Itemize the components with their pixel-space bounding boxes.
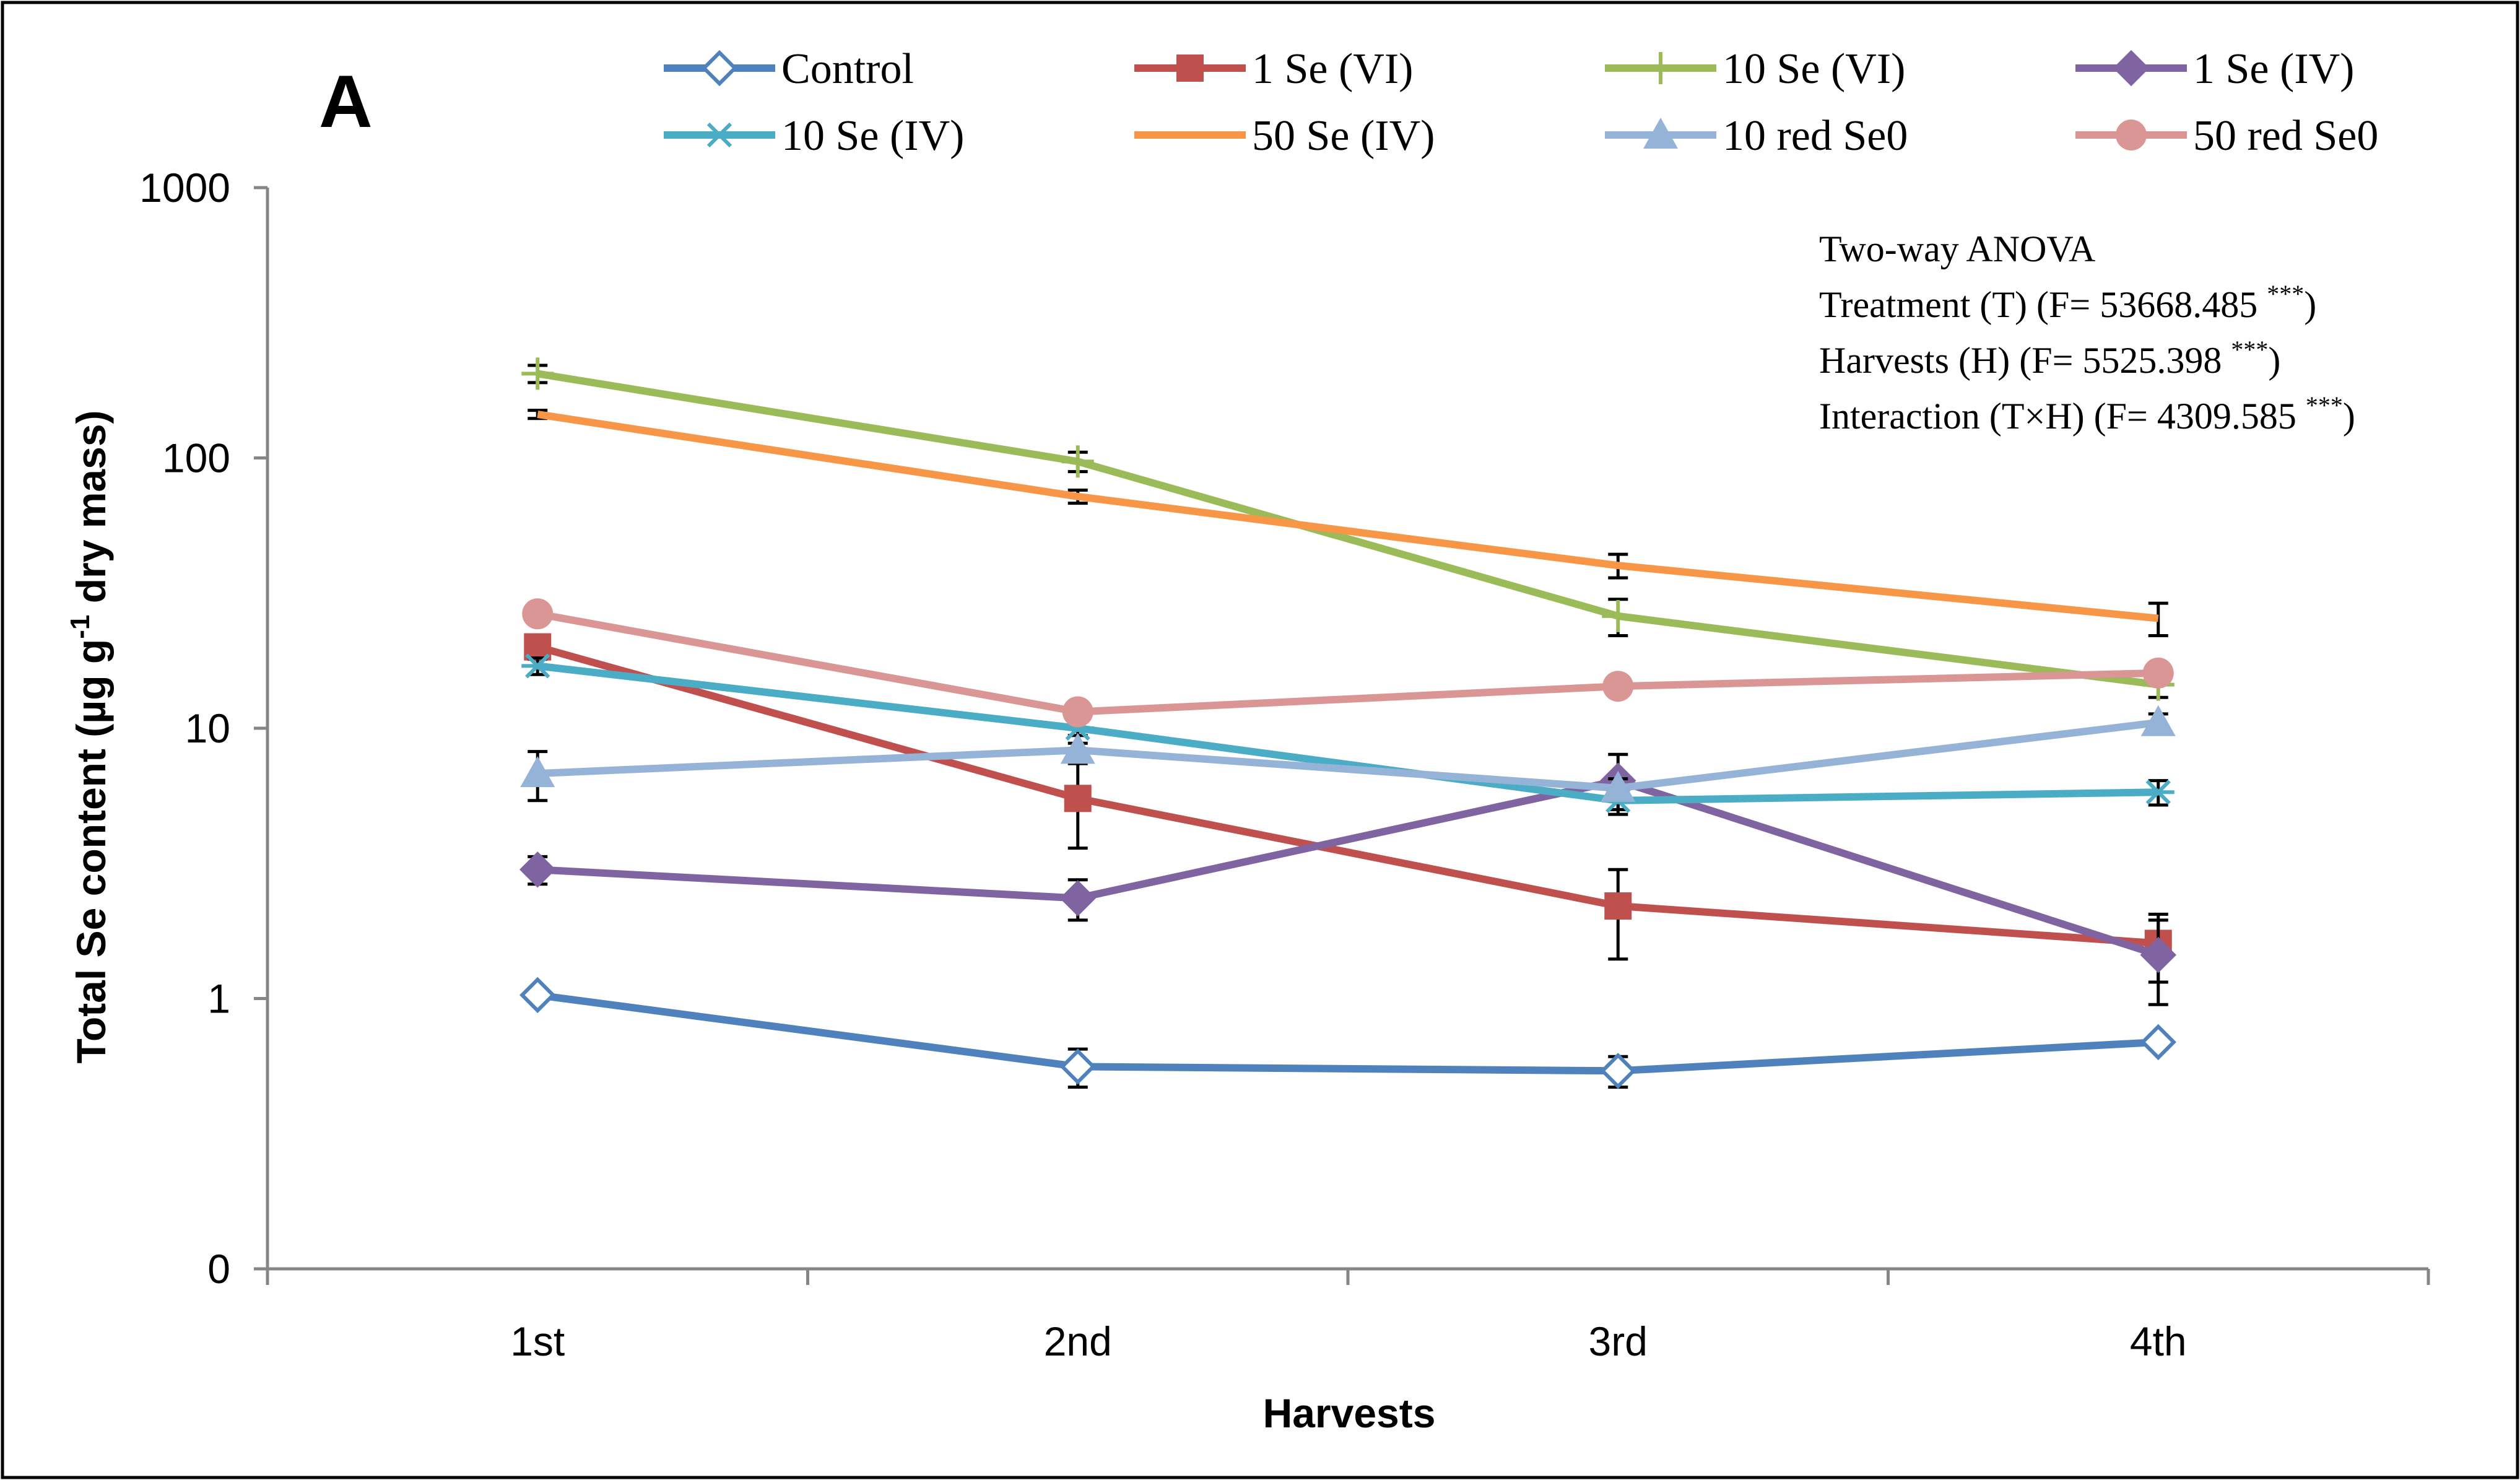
y-axis-title: Total Se content (µg g-1 dry mass) — [65, 410, 114, 1063]
data-point — [2140, 1024, 2176, 1061]
series-line — [536, 643, 2159, 947]
y-tick-label: 10 — [185, 705, 230, 751]
data-point — [1062, 696, 1093, 728]
legend-label: 10 Se (VI) — [1723, 45, 1905, 93]
legend-label: 10 red Se0 — [1723, 112, 1908, 160]
data-point — [2140, 705, 2176, 736]
data-point — [521, 357, 554, 390]
legend-marker — [1176, 54, 1204, 82]
x-axis-title: Harvests — [1263, 1390, 1436, 1436]
legend-label: Control — [781, 45, 914, 93]
data-point — [2142, 780, 2175, 805]
legend-entry-1-se-vi: 1 Se (VI) — [1134, 45, 1413, 93]
x-tick-label: 1st — [510, 1318, 565, 1364]
legend-entry-control: Control — [664, 45, 914, 93]
data-point — [521, 653, 554, 679]
anova-treatment: Treatment (T) (F= 53668.485 ***) — [1819, 280, 2316, 325]
legend-entry-1-se-iv: 1 Se (IV) — [2075, 45, 2354, 93]
anova-harvests: Harvests (H) (F= 5525.398 ***) — [1819, 336, 2280, 381]
data-point — [522, 598, 554, 630]
y-tick-label: 0 — [207, 1246, 230, 1292]
anova-annotation: Two-way ANOVA Treatment (T) (F= 53668.48… — [1819, 229, 2355, 437]
series-10-se-vi — [521, 357, 2175, 701]
data-point — [1059, 1048, 1096, 1085]
series-1-se-iv — [519, 752, 2176, 1006]
series-control — [519, 977, 2176, 1089]
series-line — [537, 411, 2159, 622]
legend-entry-50-se-iv: 50 Se (IV) — [1134, 112, 1435, 160]
legend-marker — [1643, 118, 1678, 149]
data-point — [1061, 445, 1094, 478]
x-tick-label: 2nd — [1044, 1318, 1112, 1364]
series-50-red-se0 — [522, 598, 2174, 728]
legend-entry-10-red-se0: 10 red Se0 — [1605, 112, 1908, 160]
data-point — [520, 756, 555, 788]
series-line — [537, 718, 2159, 792]
legend-marker — [701, 50, 738, 87]
series-line — [537, 777, 2160, 959]
series-10-red-se0 — [520, 705, 2176, 803]
x-tick-label: 4th — [2130, 1318, 2187, 1364]
data-point — [1602, 599, 1635, 632]
y-tick-label: 1000 — [139, 165, 230, 211]
series-layer — [519, 357, 2176, 1089]
data-point — [2142, 657, 2174, 689]
legend-label: 1 Se (VI) — [1252, 45, 1413, 93]
legend-marker — [2113, 50, 2150, 87]
legend: Control 1 Se (VI) 10 Se (VI) 1 Se (IV) 10 Se… — [664, 45, 2378, 160]
data-point — [519, 851, 556, 888]
legend-marker — [703, 122, 736, 148]
legend-entry-50-red-se0: 50 red Se0 — [2075, 112, 2378, 160]
series-line — [537, 610, 2158, 716]
legend-label: 50 red Se0 — [2193, 112, 2378, 160]
data-point — [1604, 892, 1632, 920]
panel-label: A — [319, 60, 373, 143]
data-point — [1601, 770, 1636, 802]
error-bar — [2148, 601, 2168, 638]
x-tick-label: 3rd — [1589, 1318, 1648, 1364]
data-point — [1060, 733, 1095, 764]
legend-entry-10-se-vi: 10 Se (VI) — [1605, 45, 1905, 93]
data-point — [1602, 671, 1634, 702]
data-point — [1059, 880, 1096, 916]
y-tick-label: 100 — [162, 435, 230, 481]
anova-title: Two-way ANOVA — [1819, 229, 2095, 269]
legend-label: 1 Se (IV) — [2193, 45, 2354, 93]
legend-entry-10-se-iv: 10 Se (IV) — [664, 112, 964, 160]
data-point — [2140, 936, 2176, 973]
series-line — [537, 662, 2158, 804]
legend-marker — [2116, 120, 2147, 150]
legend-marker — [1645, 52, 1677, 84]
anova-interaction: Interaction (T×H) (F= 4309.585 ***) — [1819, 391, 2355, 437]
y-tick-label: 1 — [207, 976, 230, 1022]
data-point — [1600, 1053, 1636, 1089]
series-line — [537, 370, 2159, 689]
series-line — [537, 991, 2159, 1075]
series-50-se-iv — [528, 409, 2168, 638]
legend-label: 50 Se (IV) — [1252, 112, 1435, 160]
data-point — [1064, 785, 1092, 812]
legend-label: 10 Se (IV) — [781, 112, 964, 160]
data-point — [519, 977, 556, 1014]
